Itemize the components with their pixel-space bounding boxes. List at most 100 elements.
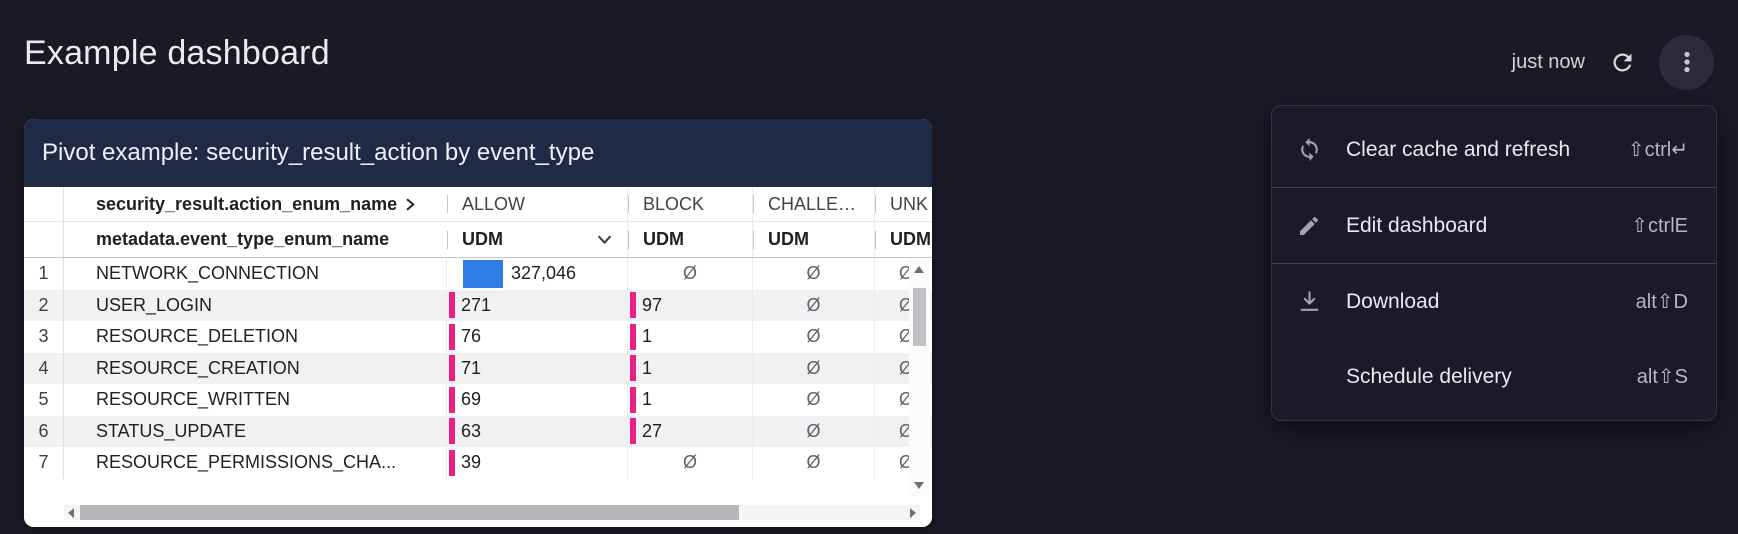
pivot-panel: Pivot example: security_result_action by… (24, 119, 932, 527)
menu-item-shortcut: alt⇧S (1636, 366, 1688, 388)
page-title: Example dashboard (24, 34, 330, 72)
panel-title: Pivot example: security_result_action by… (24, 119, 932, 187)
chevron-right-icon[interactable] (403, 197, 418, 212)
value-bar (463, 259, 503, 288)
column-field-label: security_result.action_enum_name (96, 193, 398, 214)
column-separator (753, 230, 754, 249)
column-separator (447, 230, 448, 249)
measure-header-unknown: UDM (875, 222, 932, 257)
scroll-left-arrow-icon[interactable] (68, 508, 74, 518)
download-icon (1296, 289, 1322, 314)
table-row: 4 RESOURCE_CREATION 71 1 Ø Ø (24, 352, 932, 384)
cell-allow: 63 (447, 415, 628, 447)
value-bar (449, 386, 455, 413)
scroll-up-arrow-icon[interactable] (914, 266, 924, 273)
topbar-actions: just now (1512, 34, 1714, 90)
column-header-unknown: UNK (875, 187, 932, 221)
row-number: 2 (24, 289, 64, 321)
cell-block: 1 (628, 321, 753, 353)
column-separator (875, 230, 876, 249)
cell-block: 97 (628, 289, 753, 321)
cell-challenge: Ø (753, 352, 875, 384)
horizontal-scrollbar-thumb[interactable] (80, 505, 740, 520)
row-label: STATUS_UPDATE (64, 415, 447, 447)
value-bar (449, 418, 455, 445)
pivot-table: security_result.action_enum_name ALLOW B… (24, 187, 932, 527)
menu-item-edit-dashboard[interactable]: Edit dashboard ⇧ctrlE (1272, 188, 1716, 263)
menu-item-shortcut: ⇧ctrlE (1631, 215, 1688, 237)
refresh-button[interactable] (1607, 47, 1637, 77)
table-row: 3 RESOURCE_DELETION 76 1 Ø Ø (24, 321, 932, 353)
pivot-column-header-row: security_result.action_enum_name ALLOW B… (24, 187, 932, 222)
value-bar (630, 355, 636, 382)
row-label: NETWORK_CONNECTION (64, 258, 447, 290)
row-number: 3 (24, 321, 64, 353)
menu-item-label: Download (1346, 289, 1440, 313)
menu-item-shortcut: alt⇧D (1635, 291, 1688, 313)
row-number: 6 (24, 415, 64, 447)
column-separator (628, 230, 629, 249)
horizontal-scrollbar[interactable] (64, 505, 920, 520)
menu-divider (1272, 187, 1716, 188)
value-bar (449, 292, 455, 319)
table-row: 7 RESOURCE_PERMISSIONS_CHA... 39 Ø Ø Ø (24, 447, 932, 479)
row-number: 7 (24, 447, 64, 479)
chevron-down-icon[interactable] (596, 231, 613, 248)
pivot-measure-header-row: metadata.event_type_enum_name UDM UDM UD… (24, 222, 932, 258)
value-bar (630, 323, 636, 350)
menu-item-schedule-delivery[interactable]: Schedule delivery alt⇧S (1272, 339, 1716, 414)
more-options-button[interactable] (1659, 34, 1714, 90)
menu-item-shortcut: ⇧ctrl↵ (1627, 139, 1688, 161)
vertical-scrollbar[interactable] (909, 259, 930, 496)
table-row: 5 RESOURCE_WRITTEN 69 1 Ø Ø (24, 384, 932, 416)
row-field-label: metadata.event_type_enum_name (96, 229, 390, 249)
column-header-allow: ALLOW (447, 187, 628, 221)
value-bar (630, 292, 636, 319)
column-header-challenge: CHALLE… (753, 187, 875, 221)
row-label: RESOURCE_DELETION (64, 321, 447, 353)
cell-allow: 39 (447, 447, 628, 479)
cell-challenge: Ø (753, 321, 875, 353)
row-number: 4 (24, 352, 64, 384)
measure-header-allow: UDM (447, 222, 628, 257)
menu-item-clear-cache-and-refresh[interactable]: Clear cache and refresh ⇧ctrl↵ (1272, 112, 1716, 187)
dashboard-options-menu: Clear cache and refresh ⇧ctrl↵ Edit dash… (1271, 105, 1717, 421)
column-separator (628, 195, 629, 213)
column-separator (875, 195, 876, 213)
row-number-header (24, 187, 64, 221)
column-separator (753, 195, 754, 213)
value-bar (449, 355, 455, 382)
cell-block: 27 (628, 415, 753, 447)
cell-challenge: Ø (753, 384, 875, 416)
cell-block: 1 (628, 352, 753, 384)
last-updated-label: just now (1511, 50, 1585, 73)
scroll-right-arrow-icon[interactable] (910, 508, 916, 518)
vertical-dots-icon (1683, 51, 1690, 73)
menu-item-label: Clear cache and refresh (1346, 137, 1571, 161)
menu-item-label: Schedule delivery (1346, 364, 1512, 388)
menu-divider (1272, 263, 1716, 264)
cell-challenge: Ø (753, 289, 875, 321)
measure-header-block: UDM (628, 222, 753, 257)
cell-challenge: Ø (753, 415, 875, 447)
column-header-block: BLOCK (628, 187, 753, 221)
scroll-down-arrow-icon[interactable] (914, 482, 924, 489)
cell-allow: 76 (447, 321, 628, 353)
cell-allow: 271 (447, 289, 628, 321)
table-row: 1 NETWORK_CONNECTION 327,046 Ø Ø Ø (24, 258, 932, 290)
row-label: USER_LOGIN (64, 289, 447, 321)
column-field-header[interactable]: security_result.action_enum_name (64, 187, 447, 221)
measure-header-challenge: UDM (753, 222, 875, 257)
refresh-icon (1612, 52, 1631, 71)
row-label: RESOURCE_PERMISSIONS_CHA... (64, 447, 447, 479)
value-bar (449, 323, 455, 350)
vertical-scrollbar-thumb[interactable] (913, 288, 926, 346)
table-row: 2 USER_LOGIN 271 97 Ø Ø (24, 289, 932, 321)
value-bar (630, 418, 636, 445)
row-label: RESOURCE_CREATION (64, 352, 447, 384)
menu-item-label: Edit dashboard (1346, 213, 1488, 237)
row-number: 5 (24, 384, 64, 416)
cell-allow: 71 (447, 352, 628, 384)
menu-item-download[interactable]: Download alt⇧D (1272, 264, 1716, 339)
value-bar (630, 386, 636, 413)
